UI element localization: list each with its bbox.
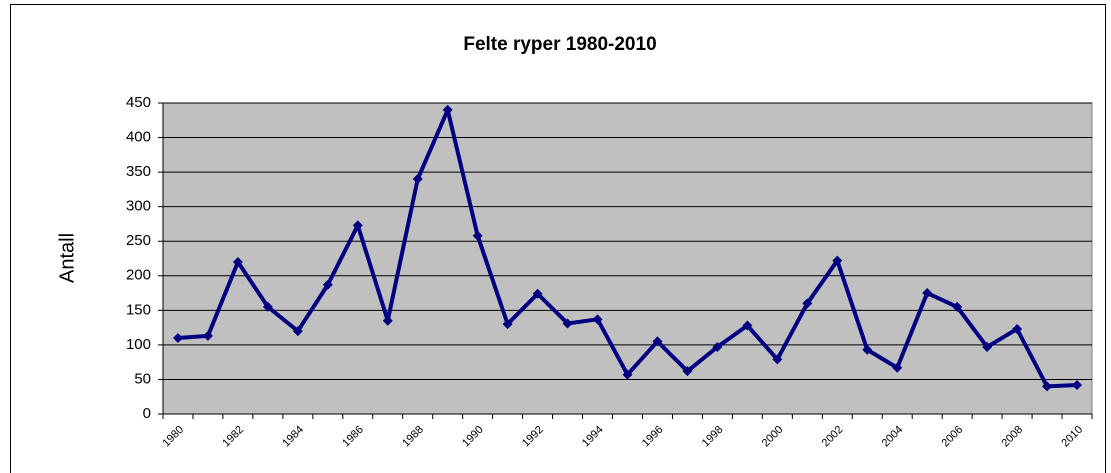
- data-point: [172, 332, 183, 343]
- y-tick-label: 200: [126, 267, 151, 284]
- data-point: [772, 354, 783, 365]
- data-point: [892, 362, 903, 373]
- data-point: [802, 298, 813, 309]
- y-tick-label: 300: [126, 198, 151, 215]
- y-axis-label: Antall: [56, 233, 78, 283]
- data-point: [262, 301, 273, 312]
- data-point: [232, 256, 243, 267]
- data-point: [352, 220, 363, 231]
- data-point: [832, 255, 843, 266]
- plot-area: [162, 102, 1093, 415]
- data-point: [532, 288, 543, 299]
- data-point: [1012, 323, 1023, 334]
- y-tick-label: 350: [126, 163, 151, 180]
- data-point: [202, 330, 213, 341]
- data-point: [502, 319, 513, 330]
- data-point: [1072, 379, 1083, 390]
- data-point: [682, 366, 693, 377]
- data-point: [322, 279, 333, 290]
- y-tick-label: 250: [126, 232, 151, 249]
- data-point: [922, 288, 933, 299]
- data-point: [592, 314, 603, 325]
- data-point: [412, 174, 423, 185]
- data-point: [442, 104, 453, 115]
- y-tick-label: 0: [143, 405, 151, 422]
- data-point: [562, 318, 573, 329]
- data-point: [862, 344, 873, 355]
- data-point: [952, 301, 963, 312]
- data-point: [652, 336, 663, 347]
- y-tick-label: 150: [126, 301, 151, 318]
- data-point: [622, 369, 633, 380]
- data-point: [982, 341, 993, 352]
- data-point: [712, 341, 723, 352]
- y-tick-label: 100: [126, 336, 151, 353]
- data-point: [742, 320, 753, 331]
- y-tick-label: 400: [126, 129, 151, 146]
- data-point: [382, 315, 393, 326]
- data-point: [472, 230, 483, 241]
- data-point: [292, 326, 303, 337]
- y-tick-label: 50: [134, 370, 151, 387]
- chart-title: Felte ryper 1980-2010: [463, 34, 656, 55]
- data-point: [1042, 381, 1053, 392]
- y-tick-label: 450: [126, 94, 151, 111]
